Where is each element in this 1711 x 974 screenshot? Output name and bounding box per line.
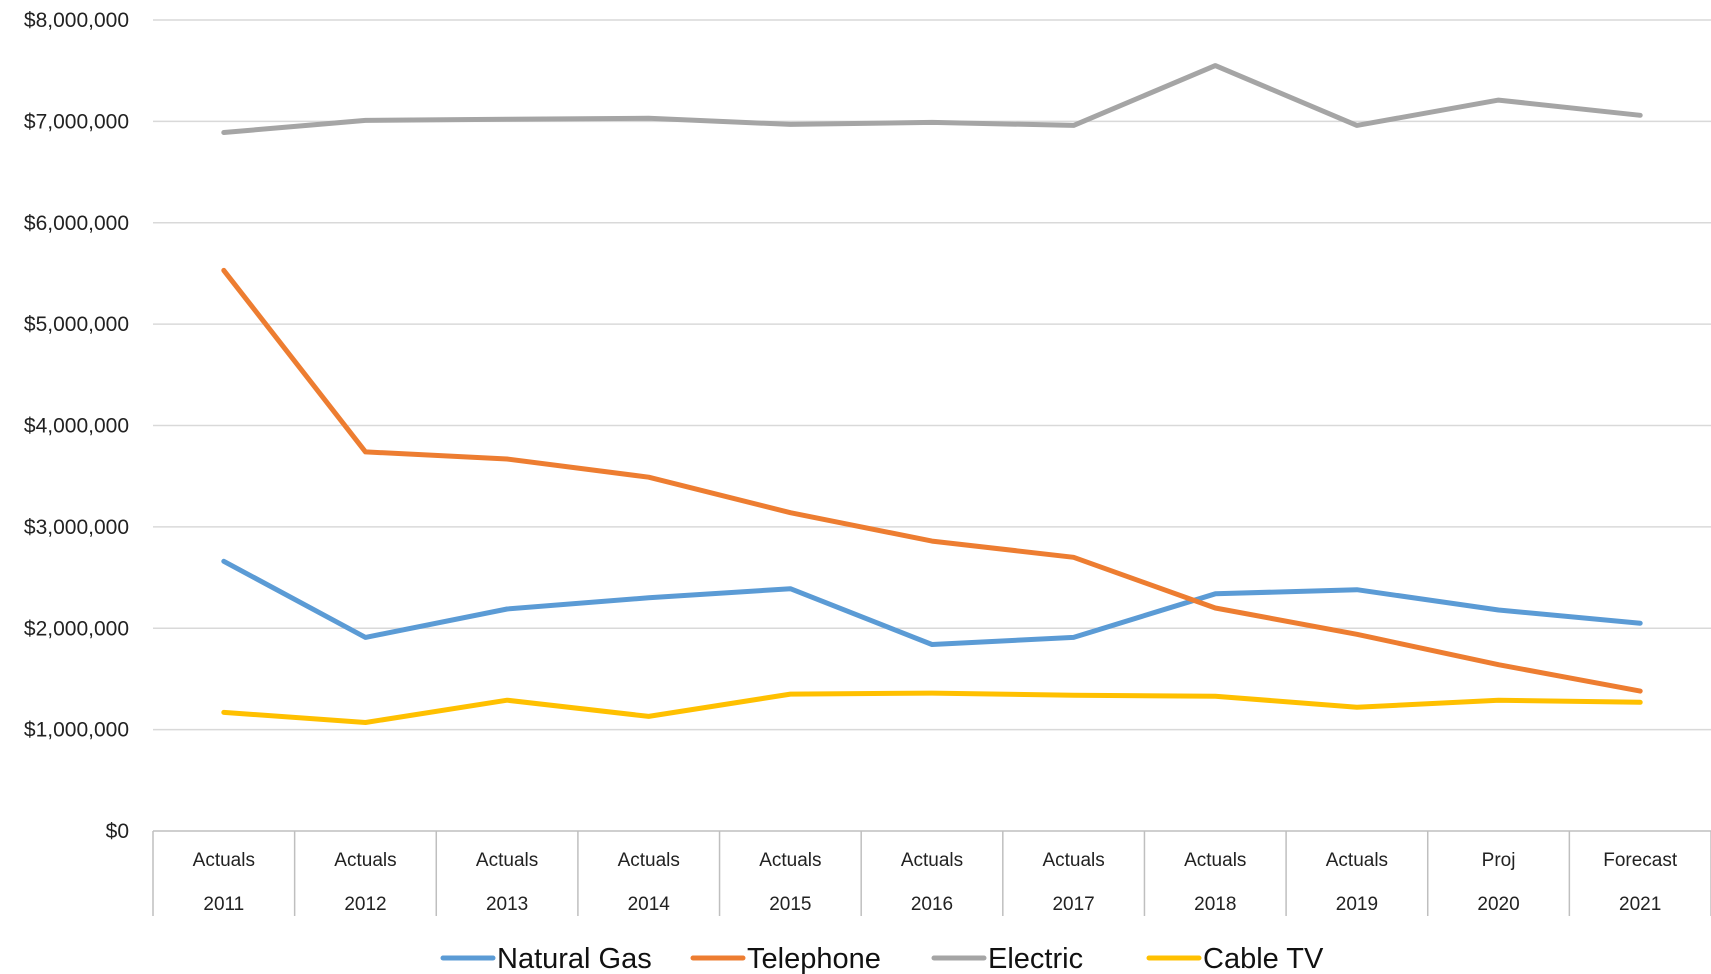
y-tick-label: $0 bbox=[106, 820, 129, 843]
x-year-label: 2019 bbox=[1336, 894, 1378, 915]
x-year-label: 2015 bbox=[769, 894, 811, 915]
legend-label: Telephone bbox=[747, 943, 881, 974]
x-category-label: Proj bbox=[1482, 850, 1516, 871]
series-line-electric bbox=[221, 63, 1643, 135]
x-category-label: Actuals bbox=[1042, 850, 1104, 871]
x-year-label: 2013 bbox=[486, 894, 528, 915]
x-category-label: Actuals bbox=[759, 850, 821, 871]
x-category-label: Forecast bbox=[1603, 850, 1678, 871]
legend-label: Cable TV bbox=[1203, 943, 1324, 974]
y-tick-label: $1,000,000 bbox=[24, 719, 129, 742]
x-year-label: 2014 bbox=[628, 894, 671, 915]
x-year-label: 2021 bbox=[1619, 894, 1661, 915]
series-line-telephone bbox=[221, 267, 1643, 694]
x-category-label: Actuals bbox=[193, 850, 255, 871]
y-tick-label: $4,000,000 bbox=[24, 415, 129, 438]
x-year-label: 2012 bbox=[344, 894, 386, 915]
series-lines bbox=[221, 63, 1643, 725]
x-category-label: Actuals bbox=[1184, 850, 1246, 871]
legend-label: Electric bbox=[988, 943, 1083, 974]
y-tick-label: $8,000,000 bbox=[24, 9, 129, 32]
gridlines bbox=[153, 19, 1711, 832]
legend-label: Natural Gas bbox=[497, 943, 652, 974]
x-year-label: 2017 bbox=[1052, 894, 1094, 915]
series-line-natural-gas bbox=[221, 558, 1643, 647]
x-category-label: Actuals bbox=[476, 850, 538, 871]
y-tick-label: $3,000,000 bbox=[24, 516, 129, 539]
legend: Natural Gas Telephone Electric Cable TV bbox=[440, 943, 1324, 974]
x-year-label: 2020 bbox=[1477, 894, 1519, 915]
y-tick-label: $5,000,000 bbox=[24, 313, 129, 336]
x-category-label: Actuals bbox=[618, 850, 680, 871]
x-category-label: Actuals bbox=[901, 850, 963, 871]
y-tick-label: $6,000,000 bbox=[24, 212, 129, 235]
x-category-label: Actuals bbox=[334, 850, 396, 871]
series-line-cable-tv bbox=[221, 690, 1643, 725]
x-year-label: 2018 bbox=[1194, 894, 1236, 915]
y-tick-label: $7,000,000 bbox=[24, 110, 129, 133]
y-tick-label: $2,000,000 bbox=[24, 617, 129, 640]
axes: $0 $1,000,000 $2,000,000 $3,000,000 $4,000,0… bbox=[24, 9, 1711, 916]
x-year-label: 2011 bbox=[203, 894, 244, 915]
x-category-label: Actuals bbox=[1326, 850, 1388, 871]
x-year-label: 2016 bbox=[911, 894, 953, 915]
